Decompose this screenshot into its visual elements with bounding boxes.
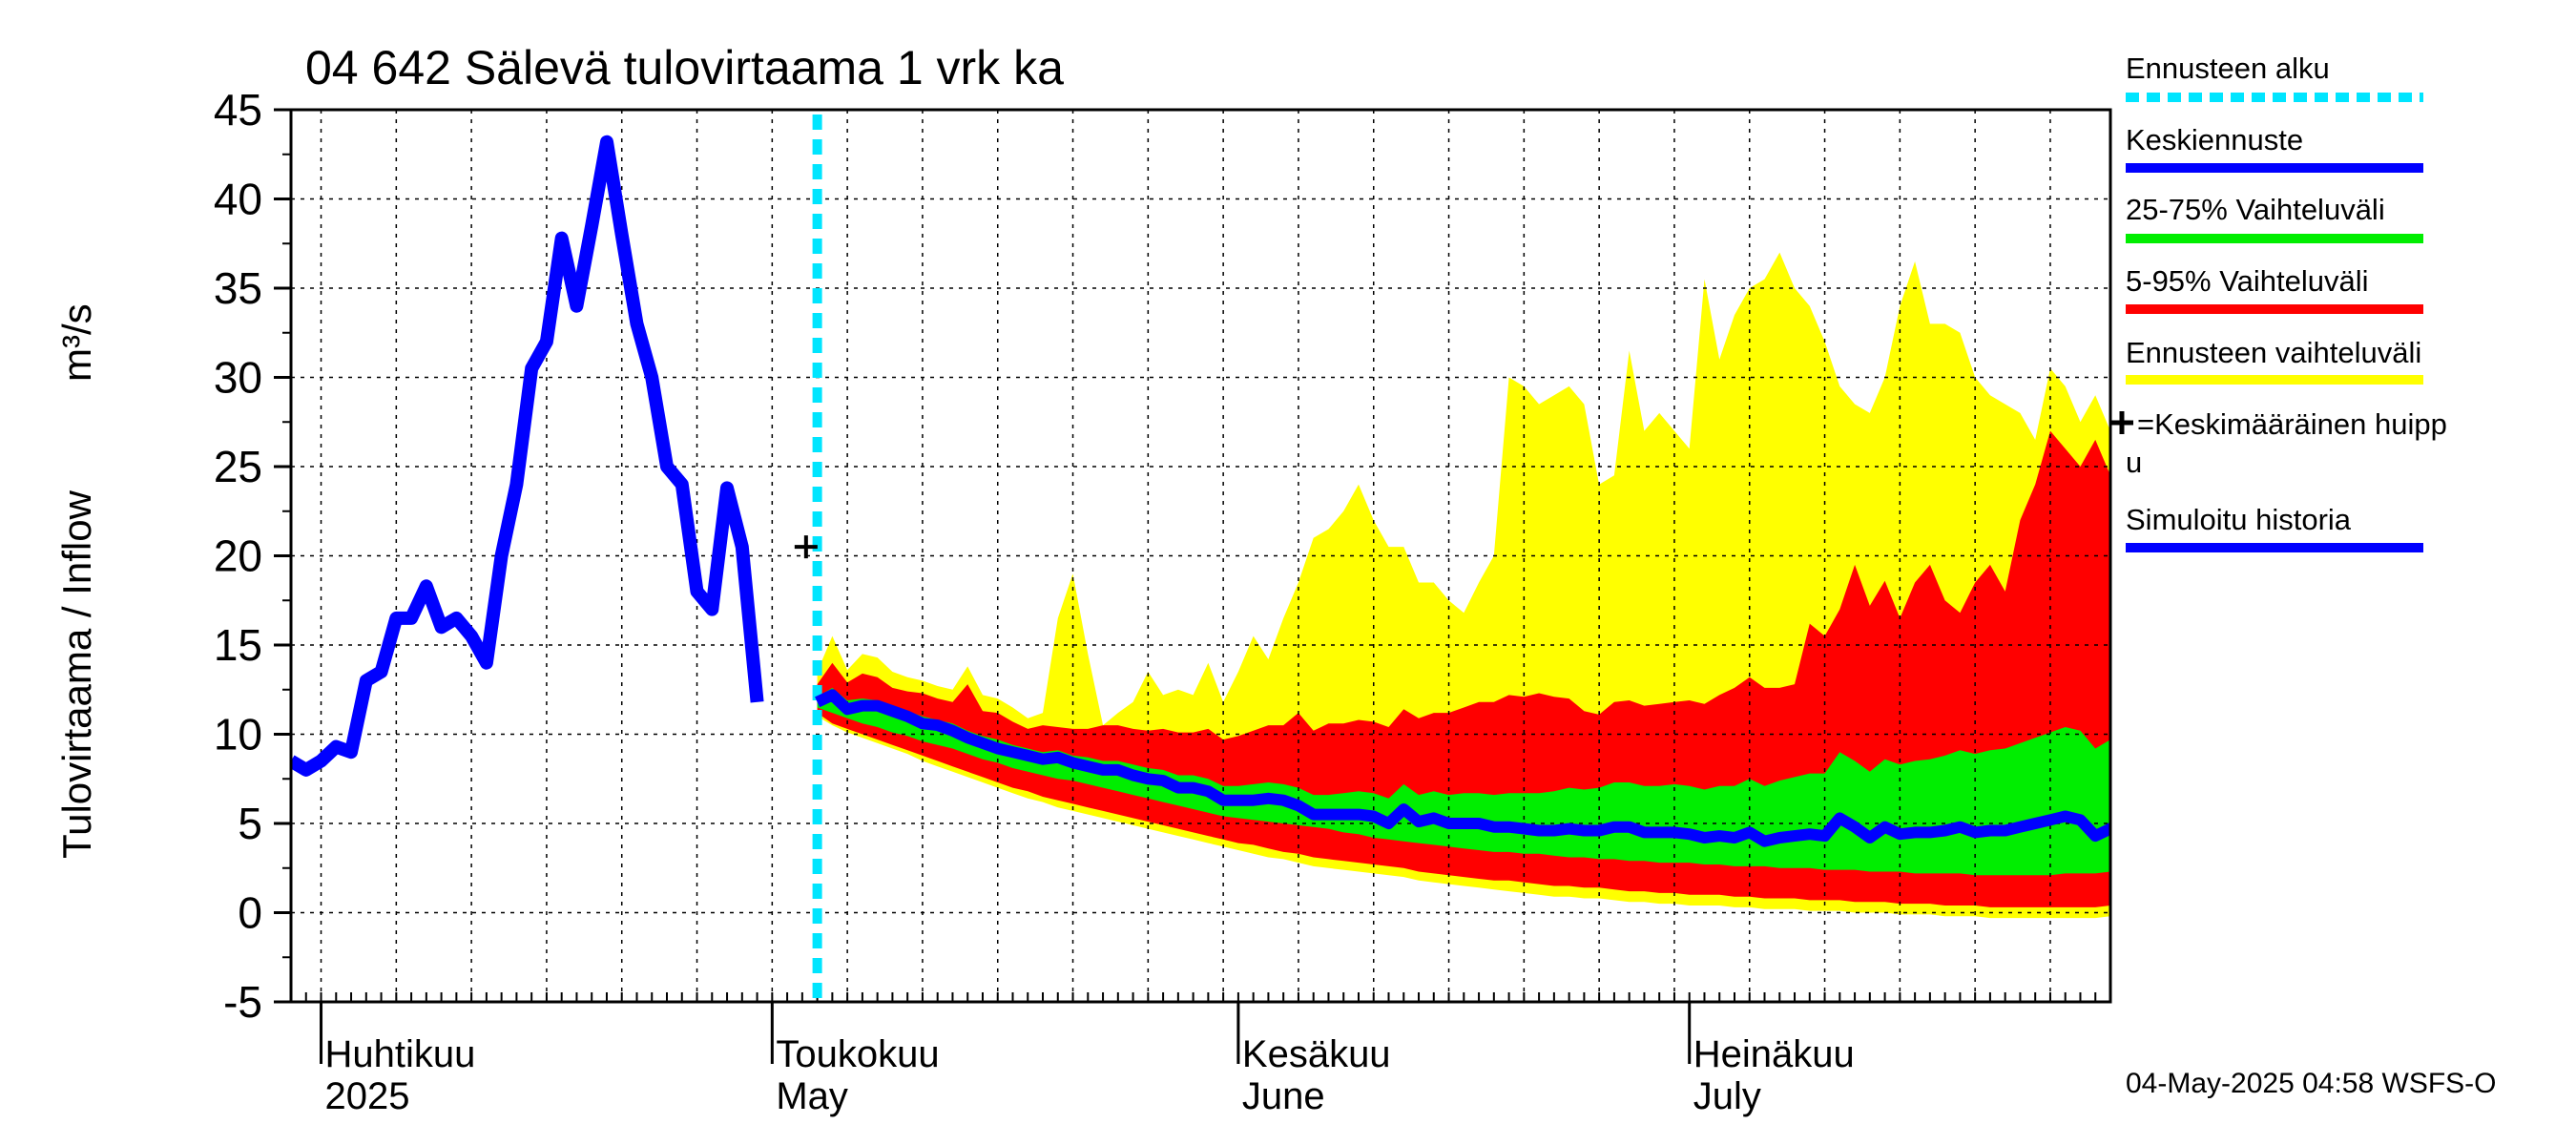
y-tick-label: -5: [223, 977, 262, 1027]
plot-frame: [289, 108, 2112, 1004]
y-tick-label: 10: [214, 710, 262, 760]
month-label-en: May: [776, 1075, 848, 1117]
month-label-fi: Heinäkuu: [1693, 1033, 1855, 1075]
y-tick-label: 0: [238, 888, 262, 938]
month-label-fi: Huhtikuu: [325, 1033, 476, 1075]
month-label-en: June: [1242, 1075, 1325, 1117]
x-ticks: [290, 992, 2111, 1002]
y-tick-label: 5: [238, 799, 262, 848]
legend-label: =Keskimääräinen huipp: [2137, 407, 2447, 441]
y-tick-label: 30: [214, 353, 262, 403]
y-tick-label: 20: [214, 531, 262, 581]
legend-label: Ennusteen vaihteluväli: [2126, 336, 2421, 369]
month-label-en: July: [1693, 1075, 1761, 1117]
legend-label: Ennusteen alku: [2126, 52, 2330, 85]
lines: [291, 135, 2110, 847]
median-forecast-line: [815, 689, 2110, 847]
legend-label: Keskiennuste: [2126, 123, 2303, 156]
legend-label: 5-95% Vaihteluväli: [2126, 264, 2368, 298]
y-tick-label: 40: [214, 175, 262, 224]
month-label-fi: Toukokuu: [776, 1033, 939, 1075]
legend-label: 25-75% Vaihteluväli: [2126, 193, 2385, 226]
y-tick-label: 35: [214, 263, 262, 313]
legend-label: Simuloitu historia: [2126, 503, 2352, 536]
y-ticks: 45 40 35 30 25 20 15 10 5 0 -5: [214, 85, 291, 1027]
legend: Ennusteen alku Keskiennuste 25-75% Vaihtel…: [2110, 52, 2447, 552]
y-axis-unit: m³/s: [54, 303, 99, 382]
simulated-history-line: [291, 135, 764, 777]
iqr-band: [817, 687, 2110, 876]
mean-peak-marker: [794, 535, 818, 559]
chart-title: 04 642 Sälevä tulovirtaama 1 vrk ka: [305, 41, 1064, 94]
y-tick-label: 25: [214, 442, 262, 491]
month-label-en: 2025: [325, 1075, 410, 1117]
y-tick-label: 15: [214, 620, 262, 670]
legend-label-cont: u: [2126, 446, 2142, 479]
bands: [817, 252, 2110, 919]
month-label-fi: Kesäkuu: [1242, 1033, 1391, 1075]
footer-timestamp: 04-May-2025 04:58 WSFS-O: [2126, 1068, 2497, 1099]
y-axis-label: Tulovirtaama / Inflow: [54, 489, 99, 859]
y-tick-label: 45: [214, 85, 262, 135]
plot-area: 45 40 35 30 25 20 15 10 5 0 -5: [214, 85, 2112, 1027]
